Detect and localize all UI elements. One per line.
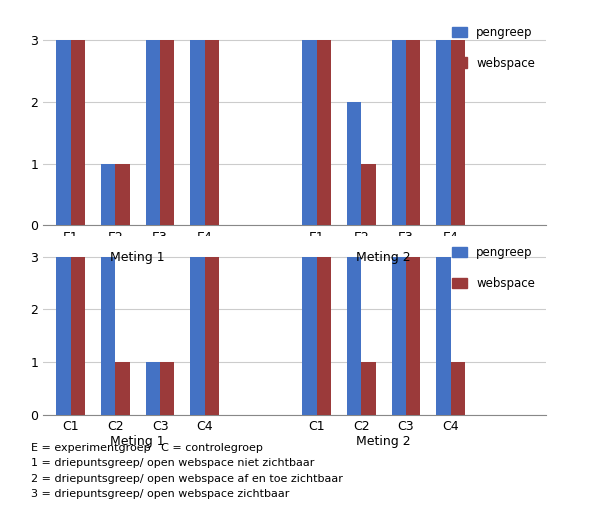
Bar	[392, 257, 406, 415]
Text: E = experimentgroep   C = controlegroep: E = experimentgroep C = controlegroep	[31, 443, 262, 453]
Bar	[451, 40, 465, 225]
Bar	[70, 257, 85, 415]
Bar	[316, 257, 331, 415]
Text: Meting 1: Meting 1	[110, 251, 165, 264]
Bar	[451, 362, 465, 415]
Bar	[56, 40, 70, 225]
Bar	[436, 257, 451, 415]
Bar	[361, 163, 376, 225]
Text: Meting 1: Meting 1	[110, 435, 165, 448]
Bar	[191, 40, 205, 225]
Bar	[436, 40, 451, 225]
Bar	[406, 257, 421, 415]
Bar	[392, 40, 406, 225]
Text: Meting 2: Meting 2	[356, 435, 411, 448]
Bar	[146, 40, 160, 225]
Bar	[205, 257, 219, 415]
Bar	[115, 362, 130, 415]
Bar	[302, 40, 316, 225]
Bar	[406, 40, 421, 225]
Bar	[101, 257, 115, 415]
Bar	[316, 40, 331, 225]
Text: 1 = driepuntsgreep/ open webspace niet zichtbaar: 1 = driepuntsgreep/ open webspace niet z…	[31, 458, 314, 468]
Legend: pengreep, webspace: pengreep, webspace	[447, 22, 539, 74]
Bar	[146, 362, 160, 415]
Text: 3 = driepuntsgreep/ open webspace zichtbaar: 3 = driepuntsgreep/ open webspace zichtb…	[31, 489, 289, 499]
Bar	[160, 362, 174, 415]
Bar	[361, 362, 376, 415]
Text: Meting 2: Meting 2	[356, 251, 411, 264]
Bar	[56, 257, 70, 415]
Bar	[347, 102, 361, 225]
Bar	[205, 40, 219, 225]
Text: 2 = driepuntsgreep/ open webspace af en toe zichtbaar: 2 = driepuntsgreep/ open webspace af en …	[31, 474, 343, 484]
Bar	[302, 257, 316, 415]
Bar	[160, 40, 174, 225]
Bar	[347, 257, 361, 415]
Bar	[101, 163, 115, 225]
Legend: pengreep, webspace: pengreep, webspace	[447, 242, 539, 294]
Bar	[70, 40, 85, 225]
Bar	[191, 257, 205, 415]
Bar	[115, 163, 130, 225]
